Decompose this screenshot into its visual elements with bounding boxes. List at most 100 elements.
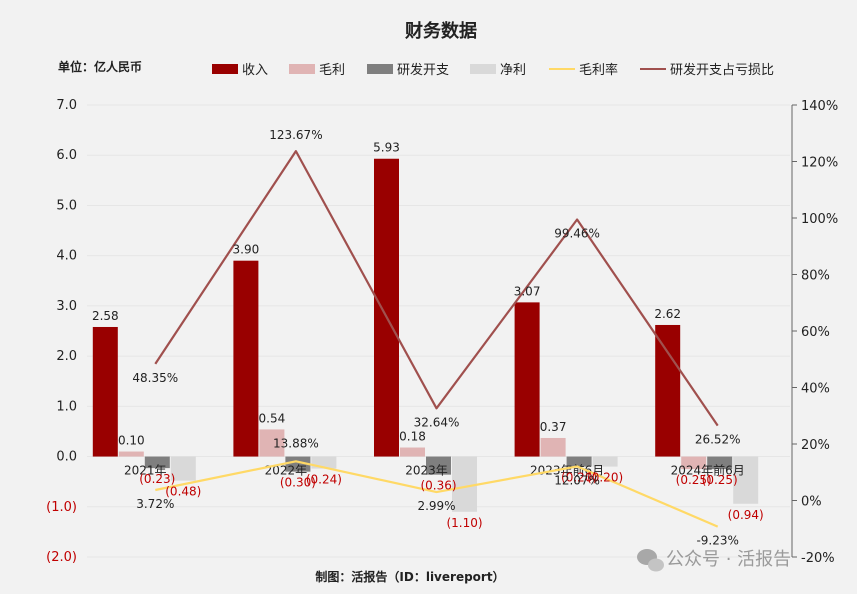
data-label: (0.48) [165,485,201,499]
bar [733,456,759,504]
left-axis: 7.0 6.0 5.0 4.0 3.0 2.0 1.0 0.0 (1.0) (2.0) [46,98,77,565]
category-labels: 2021年 2022年 2023年 2023年前6月 2024年前6月 [124,463,745,478]
bar [144,456,170,469]
data-label: 123.67% [269,128,322,142]
data-label: (0.94) [728,508,764,522]
bar [374,158,399,457]
bar [707,456,733,470]
legend-label-2: 研发开支 [397,62,449,78]
right-tick-label: 60% [801,325,830,340]
data-label: 0.54 [259,411,286,425]
legend-label-3: 净利 [500,63,526,78]
left-tick-label: 3.0 [56,299,77,314]
data-label: 13.88% [273,436,319,450]
data-label: 32.64% [414,415,460,429]
category-label: 2022年 [265,464,308,478]
data-label: 3.72% [136,497,174,511]
right-axis: 140% 120% 100% 80% 60% 40% 20% 0% -20% [791,99,838,566]
data-label: 3.90 [233,243,260,257]
data-label: (0.23) [139,472,175,486]
right-tick-label: 120% [801,156,838,171]
legend-label-0: 收入 [242,63,268,78]
legend-label-1: 毛利 [319,63,345,78]
watermark: 公众号 · 活报告 [637,549,791,572]
data-label: 12.07% [554,473,600,487]
left-tick-label: 1.0 [56,399,77,414]
data-label: 0.18 [399,430,426,444]
legend-swatch-3 [470,64,496,74]
bars [92,158,759,512]
left-tick-label: (2.0) [46,550,77,565]
data-label: (0.36) [420,479,456,493]
data-label: 2.62 [654,307,681,321]
bar [452,456,477,512]
data-label: 5.93 [373,141,400,155]
left-tick-label: 2.0 [56,349,77,364]
legend-swatch-2 [367,64,393,74]
data-label: (0.20) [561,471,597,485]
bar [514,302,540,457]
legend-swatch-0 [212,64,238,74]
bar [426,456,451,475]
data-label: (0.20) [587,471,623,485]
data-label: 0.37 [540,420,567,434]
category-label: 2024年前6月 [671,463,745,478]
data-label: 0.10 [118,434,145,448]
bar [400,447,425,457]
bar [233,260,259,457]
chart-title: 财务数据 [405,20,477,42]
bar [655,324,681,457]
data-labels: 2.58 3.90 5.93 3.07 2.62 0.10 0.54 0.18 0.37 (0.2… [92,128,764,547]
bar [92,326,118,457]
data-label: (0.30) [280,476,316,490]
right-tick-label: 100% [801,212,838,227]
left-tick-label: 7.0 [56,98,77,113]
bar [566,456,592,467]
right-tick-label: 80% [801,269,830,284]
left-tick-label: 4.0 [56,249,77,264]
data-label: (0.25) [676,473,712,487]
bar [118,451,144,457]
data-label: 2.58 [92,309,119,323]
right-tick-label: 40% [801,382,830,397]
wechat-icon [637,549,664,572]
watermark-text: 公众号 · 活报告 [666,549,791,570]
unit-label: 单位：亿人民币 [58,59,142,74]
line-series [154,150,719,528]
bar [285,456,311,472]
left-tick-label: 5.0 [56,198,77,213]
category-label: 2023年前6月 [530,463,604,478]
bar [681,456,707,470]
legend-label-5: 研发开支占亏损比 [670,62,774,78]
left-tick-label: 0.0 [56,450,77,465]
bar [592,456,618,467]
legend-label-4: 毛利率 [579,62,618,78]
bar [540,437,566,457]
data-label: 26.52% [695,433,741,447]
right-tick-label: 20% [801,438,830,453]
data-label: 99.46% [554,227,600,241]
data-label: -9.23% [696,534,738,548]
data-label: 3.07 [514,284,541,298]
data-label: (1.10) [446,516,482,530]
line-series-4 [155,460,719,528]
line-series-5 [154,150,719,427]
right-tick-label: 140% [801,99,838,114]
data-label: 48.35% [132,371,178,385]
left-tick-label: (1.0) [46,500,77,515]
data-label: 2.99% [417,499,455,513]
legend-swatch-1 [289,64,315,74]
bar [259,429,285,457]
category-label: 2023年 [405,464,448,478]
source-note: 制图：活报告（ID：livereport） [315,569,504,584]
bar [170,456,196,481]
category-label: 2021年 [124,464,167,478]
data-label: (0.24) [306,473,342,487]
data-label: (0.25) [702,473,738,487]
legend: 收入 毛利 研发开支 净利 毛利率 研发开支占亏损比 [212,62,774,78]
left-tick-label: 6.0 [56,148,77,163]
right-tick-label: 0% [801,495,822,510]
right-tick-label: -20% [801,551,835,566]
